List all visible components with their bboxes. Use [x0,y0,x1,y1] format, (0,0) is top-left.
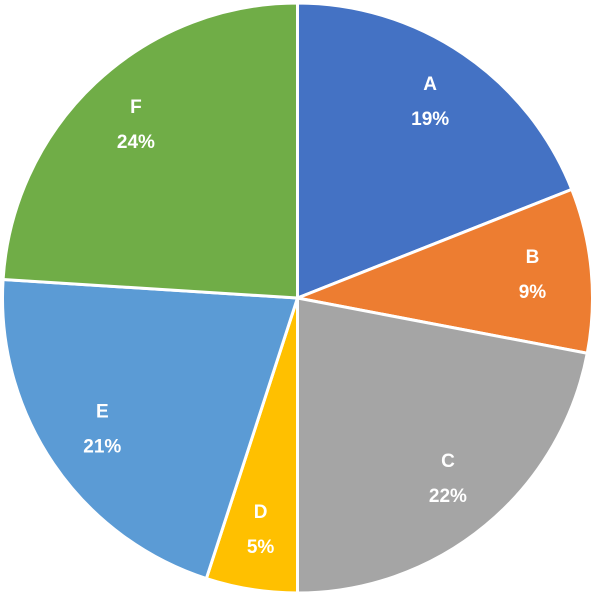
pie-slice [296,1,574,301]
slice-category-label: F [130,97,142,118]
pie-slice [296,296,590,595]
slice-value-label: 19% [411,109,449,130]
slice-category-label: A [423,74,437,95]
slice-value-label: 5% [247,537,275,558]
slice-value-label: 21% [83,437,121,458]
slice-category-label: E [96,402,109,423]
slice-value-label: 24% [117,132,155,153]
pie-slice [1,277,300,581]
pie-slice [1,1,299,300]
slice-category-label: D [254,502,268,523]
pie-slice [292,187,594,356]
slice-category-label: C [441,451,455,472]
slice-category-label: B [526,247,540,268]
slice-value-label: 22% [429,486,467,507]
slice-value-label: 9% [519,282,547,303]
